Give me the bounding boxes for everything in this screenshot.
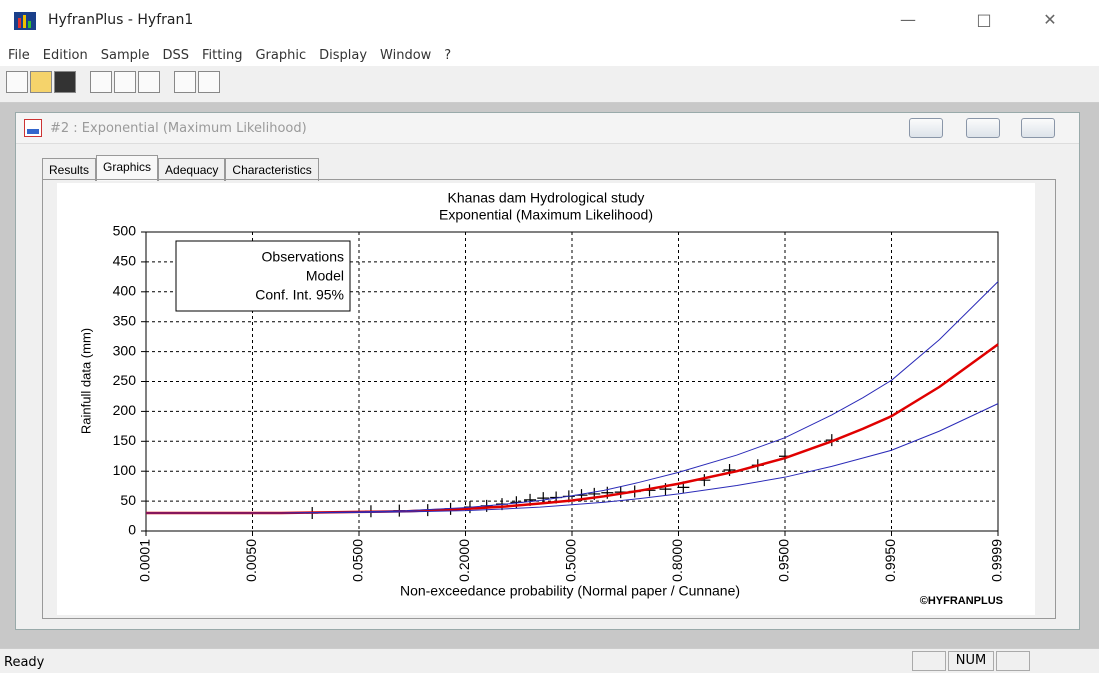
chart-title: Khanas dam Hydrological study	[448, 190, 645, 206]
ci-lower-line	[146, 403, 999, 514]
legend-box	[175, 240, 351, 312]
y-tick-label: 150	[113, 432, 137, 448]
x-tick-label: 0.9500	[776, 539, 792, 582]
legend-label: Conf. Int. 95%	[255, 287, 344, 303]
plot-frame	[145, 231, 999, 532]
y-tick-label: 250	[113, 372, 137, 388]
window-title: HyfranPlus - Hyfran1	[48, 12, 194, 28]
x-tick-label: 0.9999	[989, 539, 1005, 582]
x-tick-label: 0.2000	[456, 539, 472, 582]
child-title-bar: #2 : Exponential (Maximum Likelihood)	[16, 113, 1079, 144]
copy-button[interactable]	[114, 71, 136, 93]
x-tick-label: 0.8000	[669, 539, 685, 582]
menu-item[interactable]: Sample	[100, 47, 150, 63]
chart: Khanas dam Hydrological study Exponentia…	[57, 183, 1035, 615]
model-line	[146, 343, 999, 515]
x-axis-label: Non-exceedance probability (Normal paper…	[400, 583, 740, 599]
child-title: #2 : Exponential (Maximum Likelihood)	[50, 121, 307, 136]
y-axis-label: Rainfull data (mm)	[78, 328, 93, 434]
y-tick-label: 50	[120, 492, 136, 508]
y-tick-label: 500	[113, 223, 137, 239]
child-close[interactable]	[1021, 118, 1055, 138]
y-tick-label: 350	[113, 312, 137, 328]
tab-panel	[42, 179, 1056, 619]
minimize-button[interactable]: —	[900, 10, 916, 29]
x-tick-label: 0.9950	[882, 539, 898, 582]
credit: ©HYFRANPLUS	[920, 595, 1003, 607]
tab[interactable]: Results	[42, 158, 97, 181]
y-tick-label: 400	[113, 283, 137, 299]
doc-icon	[24, 119, 42, 137]
save-button[interactable]	[54, 71, 76, 93]
legend-label: Model	[306, 268, 344, 284]
help-button[interactable]	[198, 71, 220, 93]
maximize-button[interactable]: □	[976, 10, 992, 29]
menu-item[interactable]: DSS	[162, 47, 190, 63]
ci-upper-line	[146, 281, 999, 514]
menu-item[interactable]: Window	[380, 47, 432, 63]
status-bar: Ready NUM	[0, 648, 1099, 673]
y-tick-label: 300	[113, 342, 137, 358]
menu-item[interactable]: ?	[444, 47, 452, 63]
y-tick-label: 100	[113, 462, 137, 478]
print-button[interactable]	[174, 71, 196, 93]
close-button[interactable]: ✕	[1043, 10, 1057, 29]
status-indicator: NUM	[948, 651, 994, 671]
tab[interactable]: Graphics	[96, 155, 159, 181]
x-tick-label: 0.0500	[350, 539, 366, 582]
x-tick-label: 0.0001	[137, 539, 153, 582]
menu-item[interactable]: Display	[319, 47, 368, 63]
status-text: Ready	[4, 655, 45, 670]
open-button[interactable]	[30, 71, 52, 93]
new-button[interactable]	[6, 71, 28, 93]
y-tick-label: 450	[113, 253, 137, 269]
chart-subtitle: Exponential (Maximum Likelihood)	[439, 207, 653, 223]
tab[interactable]: Characteristics	[225, 158, 319, 181]
status-box	[996, 651, 1030, 671]
tab-strip: Results Graphics Adequacy Characteristics	[42, 155, 319, 181]
y-tick-label: 200	[113, 402, 137, 418]
menu-item[interactable]: Edition	[42, 47, 88, 63]
menu-item[interactable]: File	[8, 47, 30, 63]
paste-button[interactable]	[138, 71, 160, 93]
tab[interactable]: Adequacy	[158, 158, 226, 181]
menu-item[interactable]: Graphic	[255, 47, 307, 63]
x-tick-label: 0.0050	[243, 539, 259, 582]
x-tick-label: 0.5000	[563, 539, 579, 582]
menu-bar: File Edition Sample DSS Fitting Graphic Displa…	[0, 44, 1099, 66]
title-bar: HyfranPlus - Hyfran1 — □ ✕	[0, 0, 1099, 44]
y-tick-label: 0	[128, 522, 136, 538]
toolbar	[0, 66, 1099, 103]
legend-label: Observations	[262, 249, 344, 265]
status-box	[912, 651, 946, 671]
child-restore[interactable]	[966, 118, 1000, 138]
app-icon	[14, 12, 36, 30]
menu-item[interactable]: Fitting	[202, 47, 243, 63]
child-minimize[interactable]	[909, 118, 943, 138]
cut-button[interactable]	[90, 71, 112, 93]
